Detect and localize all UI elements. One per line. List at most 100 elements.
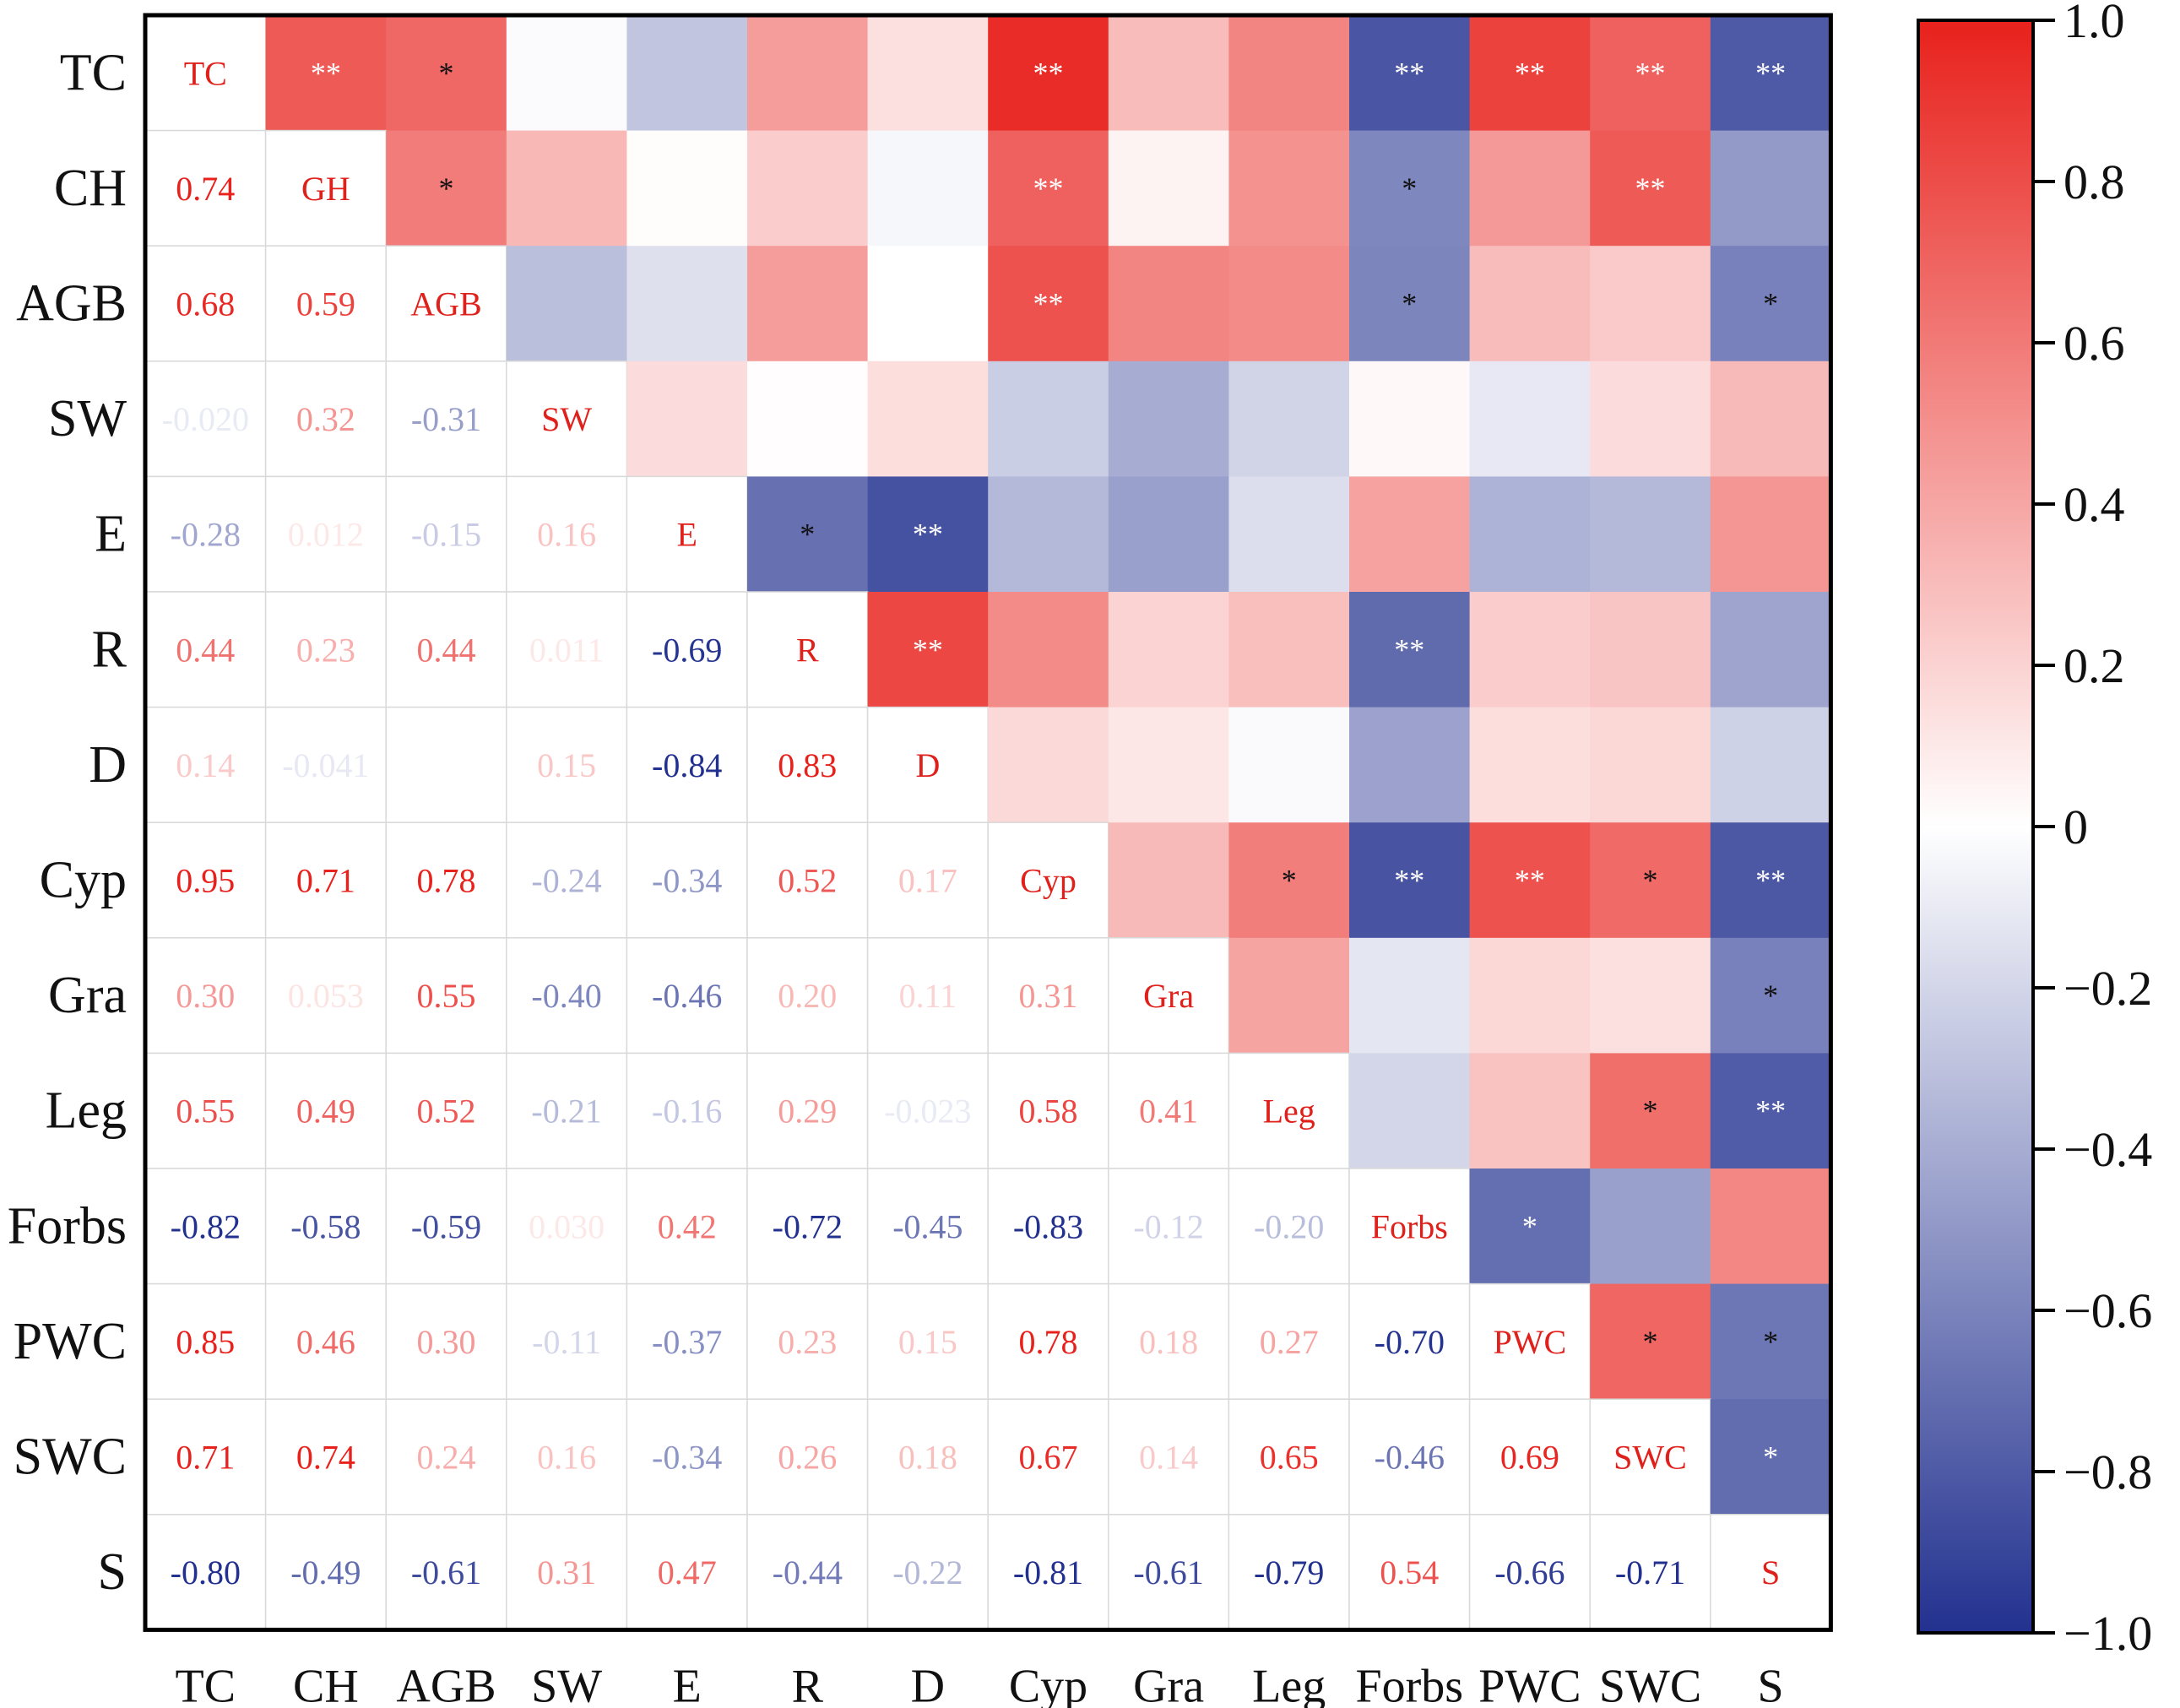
- value-cell-Forbs-Cyp: [987, 1168, 1109, 1285]
- value-cell-Leg-R: [746, 1052, 869, 1169]
- significance-mark-AGB-S: *: [1763, 287, 1778, 321]
- heatmap-cell-CH-S: [1710, 130, 1831, 247]
- diagonal-label-Gra: Gra: [1143, 977, 1194, 1015]
- correlation-value-SWC-CH: 0.74: [296, 1439, 355, 1477]
- correlation-value-E-TC: -0.28: [171, 516, 241, 554]
- heatmap-cell-TC-R: [747, 15, 869, 132]
- correlation-value-D-CH: -0.041: [282, 746, 369, 784]
- heatmap-cell-CH-D: [867, 130, 989, 247]
- heatmap-cell-CH-SW: [506, 130, 627, 247]
- value-cell-S-CH: [264, 1514, 387, 1631]
- colorbar-tick-label: −0.2: [2063, 961, 2152, 1016]
- correlation-value-SW-TC: -0.020: [162, 400, 249, 438]
- heatmap-cell-SW-Leg: [1228, 361, 1350, 477]
- colorbar: 1.0 0.8 0.6 0.4 0.2 0 −0.2 −0.4 −0.6 −0.8 −1.0: [1917, 0, 2152, 1661]
- heatmap-cell-R-S: [1710, 592, 1831, 708]
- colorbar-tick-label: −1.0: [2063, 1606, 2152, 1661]
- correlation-value-S-SWC: -0.71: [1615, 1553, 1685, 1591]
- value-cell-Cyp-R: [746, 821, 869, 939]
- x-tick-label-Gra: Gra: [1133, 1660, 1204, 1708]
- y-tick-label-SW: SW: [48, 390, 127, 447]
- significance-mark-Cyp-PWC: **: [1515, 864, 1545, 897]
- diagonal-cell-R-R: [746, 591, 869, 708]
- heatmap-cell-TC-Cyp: [988, 15, 1109, 132]
- significance-mark-PWC-S: *: [1763, 1325, 1778, 1358]
- value-cell-Leg-E: [626, 1052, 748, 1169]
- correlation-value-Forbs-CH: -0.58: [290, 1207, 361, 1245]
- diagonal-label-AGB: AGB: [410, 285, 481, 323]
- correlation-value-PWC-E: -0.37: [652, 1323, 722, 1361]
- significance-mark-TC-SWC: **: [1635, 56, 1666, 89]
- correlation-value-SWC-PWC: 0.69: [1500, 1439, 1559, 1477]
- heatmap-cell-Leg-PWC: [1469, 1053, 1591, 1169]
- correlation-value-CH-TC: 0.74: [176, 170, 235, 208]
- correlation-value-Gra-Cyp: 0.31: [1019, 977, 1078, 1015]
- diagonal-label-CH: GH: [301, 170, 350, 208]
- correlation-value-Cyp-D: 0.17: [898, 862, 957, 900]
- correlation-value-SWC-TC: 0.71: [176, 1439, 235, 1477]
- correlation-value-PWC-D: 0.15: [898, 1323, 957, 1361]
- correlation-value-S-TC: -0.80: [171, 1553, 241, 1591]
- correlation-value-SWC-Leg: 0.65: [1260, 1439, 1319, 1477]
- value-cell-Cyp-E: [626, 821, 748, 939]
- y-tick-label-Forbs: Forbs: [8, 1197, 127, 1255]
- correlation-value-D-R: 0.83: [778, 746, 837, 784]
- heatmap-cell-CH-Gra: [1108, 130, 1229, 247]
- diagonal-label-Cyp: Cyp: [1020, 862, 1076, 900]
- correlation-value-S-AGB: -0.61: [411, 1553, 481, 1591]
- x-tick-label-PWC: PWC: [1478, 1660, 1581, 1708]
- correlation-value-E-AGB: -0.15: [411, 516, 481, 554]
- diagonal-label-Leg: Leg: [1263, 1093, 1315, 1131]
- value-cell-S-Forbs: [1348, 1514, 1471, 1631]
- correlation-value-Gra-SW: -0.40: [531, 977, 601, 1015]
- diagonal-label-D: D: [915, 746, 940, 784]
- heatmap-cell-D-S: [1710, 707, 1831, 823]
- diagonal-cell-TC-TC: [144, 14, 267, 132]
- correlation-value-S-CH: -0.49: [290, 1553, 361, 1591]
- significance-mark-Leg-SWC: *: [1643, 1094, 1658, 1128]
- heatmap-cell-PWC-S: [1710, 1283, 1831, 1400]
- correlation-value-SW-AGB: -0.31: [411, 400, 481, 438]
- correlation-value-S-Forbs: 0.54: [1380, 1553, 1439, 1591]
- correlation-value-Gra-E: -0.46: [652, 977, 722, 1015]
- correlation-value-Cyp-SW: -0.24: [531, 862, 601, 900]
- heatmap-cell-AGB-Cyp: [988, 246, 1109, 362]
- value-cell-R-CH: [264, 591, 387, 708]
- heatmap-cell-CH-E: [626, 130, 748, 247]
- heatmap-cell-CH-Leg: [1228, 130, 1350, 247]
- correlation-value-SWC-Gra: 0.14: [1139, 1439, 1198, 1477]
- correlation-value-Leg-CH: 0.49: [296, 1093, 355, 1131]
- heatmap-cell-TC-CH: [265, 15, 387, 132]
- heatmap-cell-Cyp-SWC: [1590, 822, 1711, 939]
- diagonal-cell-Leg-Leg: [1228, 1052, 1350, 1169]
- heatmap-cell-AGB-R: [747, 246, 869, 362]
- heatmap-cell-SW-D: [867, 361, 989, 477]
- value-cell-CH-TC: [144, 129, 267, 247]
- value-cell-Cyp-D: [866, 821, 989, 939]
- heatmap-cell-R-Forbs: [1349, 592, 1471, 708]
- value-cell-Gra-E: [626, 937, 748, 1055]
- y-tick-label-TC: TC: [60, 44, 127, 101]
- significance-mark-TC-AGB: *: [439, 56, 454, 89]
- value-cell-S-R: [746, 1514, 869, 1631]
- heatmap-cell-Cyp-S: [1710, 822, 1831, 939]
- value-cell-PWC-Forbs: [1348, 1282, 1471, 1400]
- value-cell-Forbs-E: [626, 1168, 748, 1285]
- heatmap-cell-R-Gra: [1108, 592, 1229, 708]
- value-cell-SWC-Leg: [1228, 1398, 1350, 1516]
- heatmap-cell-D-Cyp: [988, 707, 1109, 823]
- value-cell-S-D: [866, 1514, 989, 1631]
- value-cell-Forbs-Leg: [1228, 1168, 1350, 1285]
- x-tick-label-E: E: [673, 1660, 702, 1708]
- heatmap-cell-PWC-SWC: [1590, 1283, 1711, 1400]
- heatmap-cell-Forbs-S: [1710, 1168, 1831, 1285]
- correlation-value-S-Leg: -0.79: [1254, 1553, 1324, 1591]
- heatmap-cell-E-D: [867, 476, 989, 593]
- value-cell-R-AGB: [385, 591, 507, 708]
- correlation-value-Forbs-SW: 0.030: [529, 1207, 605, 1245]
- value-cell-Gra-Cyp: [987, 937, 1109, 1055]
- value-cell-SWC-Cyp: [987, 1398, 1109, 1516]
- heatmap-cell-TC-PWC: [1469, 15, 1591, 132]
- significance-mark-AGB-Cyp: **: [1033, 287, 1064, 321]
- heatmap-cell-SW-R: [747, 361, 869, 477]
